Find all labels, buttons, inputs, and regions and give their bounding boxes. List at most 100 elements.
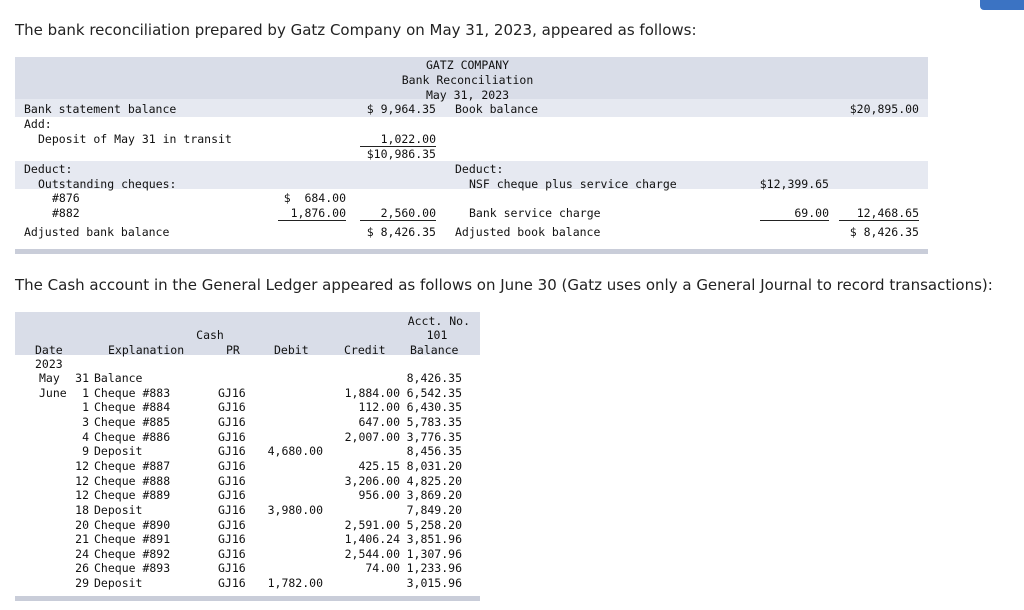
ledger-cell-debit	[258, 415, 323, 430]
service-charge-amount: 69.00	[760, 206, 829, 221]
ledger-cell-balance: 5,258.20	[406, 517, 462, 532]
bank-balance-amount: $ 9,964.35	[366, 102, 436, 116]
ledger-cell-debit	[258, 488, 323, 503]
bank-balance-label: Bank statement balance	[24, 102, 177, 116]
ledger-cell-debit	[258, 547, 323, 562]
ledger-cell-pr: GJ16	[218, 458, 246, 473]
ledger-intro-text: The Cash account in the General Ledger a…	[15, 276, 993, 294]
ledger-cell-debit	[258, 459, 323, 474]
ledger-cell-month	[39, 503, 73, 518]
ledger-cell-pr: GJ16	[218, 488, 246, 503]
ledger-cell-credit: 2,544.00	[344, 546, 400, 561]
ledger-cell-credit: 74.00	[365, 561, 400, 576]
ledger-cell-day: 24	[75, 546, 89, 561]
ledger-cell-explanation: Cheque #885	[94, 414, 171, 429]
deposit-transit-amount: 1,022.00	[360, 132, 436, 147]
recon-row-band	[15, 161, 928, 175]
ledger-cell-credit	[320, 371, 400, 386]
ledger-cell-credit	[320, 503, 400, 518]
ledger-cell-credit: 1,406.24	[344, 532, 400, 547]
ledger-cell-pr: GJ16	[218, 576, 246, 591]
outstanding-cheques-label: Outstanding cheques:	[38, 177, 177, 191]
header-balance: Balance	[410, 343, 459, 357]
ledger-cell-explanation: Cheque #890	[94, 517, 171, 532]
ledger-cell-month	[39, 459, 73, 474]
ledger-cell-explanation: Cheque #886	[94, 429, 171, 444]
ledger-cell-balance: 1,307.96	[406, 546, 462, 561]
ledger-cell-explanation: Deposit	[94, 502, 143, 517]
ledger-cell-day: 29	[75, 576, 89, 591]
ledger-cell-balance: 3,869.20	[406, 488, 462, 503]
ledger-year: 2023	[35, 357, 63, 371]
ledger-cell-debit	[258, 532, 323, 547]
ledger-cell-balance: 8,456.35	[406, 444, 462, 459]
recon-title: Bank Reconciliation	[401, 73, 534, 87]
ledger-cell-day: 12	[75, 488, 89, 503]
ledger-cell-credit: 2,007.00	[344, 429, 400, 444]
ledger-cell-explanation: Balance	[94, 371, 143, 385]
ledger-cell-month	[39, 576, 73, 591]
ledger-cell-debit	[258, 561, 323, 576]
adjusted-bank-amount: $ 8,426.35	[366, 225, 436, 239]
account-name: Cash	[196, 328, 224, 342]
ledger-cell-day: 1	[82, 385, 89, 400]
book-balance-label: Book balance	[455, 102, 539, 116]
ledger-cell-explanation: Deposit	[94, 576, 143, 591]
ledger-cell-day: 20	[75, 517, 89, 532]
add-label: Add:	[24, 117, 52, 131]
ledger-cell-balance: 7,849.20	[406, 502, 462, 517]
header-explanation: Explanation	[108, 343, 185, 357]
ledger-cell-balance: 6,430.35	[406, 400, 462, 415]
ledger-cell-pr: GJ16	[218, 561, 246, 576]
ledger-cell-month	[39, 547, 73, 562]
recon-company: GATZ COMPANY	[425, 58, 510, 72]
ledger-cell-day: 21	[75, 532, 89, 547]
ledger-cell-pr: GJ16	[218, 517, 246, 532]
cheques-total: 2,560.00	[360, 206, 436, 221]
corner-button[interactable]	[980, 0, 1024, 10]
ledger-cell-credit: 3,206.00	[344, 473, 400, 488]
ledger-cell-day: 12	[75, 473, 89, 488]
cheque-882-amount: 1,876.00	[278, 206, 346, 221]
ledger-cell-explanation: Cheque #889	[94, 488, 171, 503]
ledger-cell-month	[39, 430, 73, 445]
intro-text: The bank reconciliation prepared by Gatz…	[15, 21, 697, 39]
ledger-cell-credit: 2,591.00	[344, 517, 400, 532]
deduct-right-label: Deduct:	[455, 162, 504, 176]
ledger-cell-day: 12	[75, 458, 89, 473]
service-charge-label: Bank service charge	[469, 206, 601, 220]
nsf-amount: $12,399.65	[759, 177, 829, 191]
ledger-cell-balance: 3,015.96	[406, 576, 462, 591]
recon-row-band	[15, 175, 928, 189]
ledger-cell-debit	[258, 371, 323, 386]
ledger-cell-balance: 3,776.35	[406, 429, 462, 444]
ledger-cell-balance: 8,426.35	[406, 371, 462, 385]
ledger-cell-balance: 1,233.96	[406, 561, 462, 576]
ledger-cell-explanation: Cheque #887	[94, 458, 171, 473]
ledger-cell-month: May	[39, 371, 60, 385]
adjusted-bank-label: Adjusted bank balance	[24, 225, 170, 239]
ledger-cell-month	[39, 488, 73, 503]
adjusted-book-label: Adjusted book balance	[455, 225, 601, 239]
ledger-cell-debit: 4,680.00	[267, 444, 323, 459]
ledger-cell-month	[39, 561, 73, 576]
ledger-cell-month	[39, 415, 73, 430]
ledger-cell-day: 26	[75, 561, 89, 576]
ledger-cell-credit: 647.00	[358, 414, 400, 429]
ledger-cell-explanation: Cheque #893	[94, 561, 171, 576]
ledger-cell-explanation: Cheque #891	[94, 532, 171, 547]
ledger-cell-debit: 3,980.00	[267, 502, 323, 517]
ledger-cell-credit: 112.00	[358, 400, 400, 415]
ledger-cell-explanation: Cheque #892	[94, 546, 171, 561]
ledger-cell-credit	[320, 444, 400, 459]
ledger-cell-day: 9	[82, 444, 89, 459]
ledger-cell-credit	[320, 576, 400, 591]
cheque-876-label: #876	[52, 191, 80, 205]
ledger-bottom-rule	[15, 596, 480, 601]
header-date: Date	[35, 343, 63, 357]
ledger-cell-debit	[258, 518, 323, 533]
ledger-cell-explanation: Cheque #888	[94, 473, 171, 488]
ledger-cell-pr	[218, 371, 258, 386]
recon-date: May 31, 2023	[425, 88, 510, 102]
book-balance-amount: $20,895.00	[849, 102, 919, 116]
